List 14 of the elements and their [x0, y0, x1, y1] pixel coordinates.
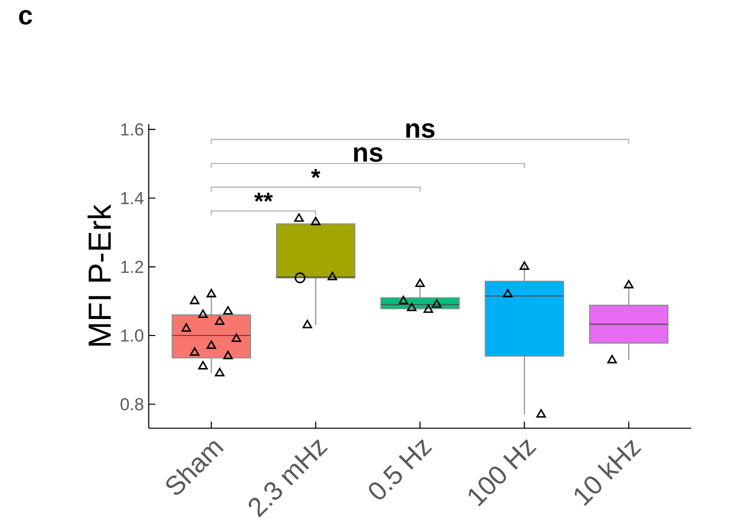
y-tick-label: 1.0	[121, 329, 144, 342]
chart-title: c	[19, 10, 32, 25]
x-tick-label: 10 kHz	[574, 440, 642, 506]
y-tick-label: 1.2	[121, 260, 144, 273]
annotation: ns	[406, 123, 435, 138]
annotation: **	[254, 192, 273, 202]
annotation: ns	[354, 147, 382, 162]
y-tick-label: 0.8	[120, 398, 144, 410]
x-tick-label: 100 Hz	[468, 439, 537, 507]
annotation: *	[311, 169, 320, 178]
y-axis-title: MFI P-Erk	[88, 204, 111, 346]
y-tick-label: 1.4	[121, 192, 144, 204]
x-tick-label: 0.5 Hz	[368, 439, 432, 500]
y-tick-label: 1.6	[121, 123, 144, 136]
